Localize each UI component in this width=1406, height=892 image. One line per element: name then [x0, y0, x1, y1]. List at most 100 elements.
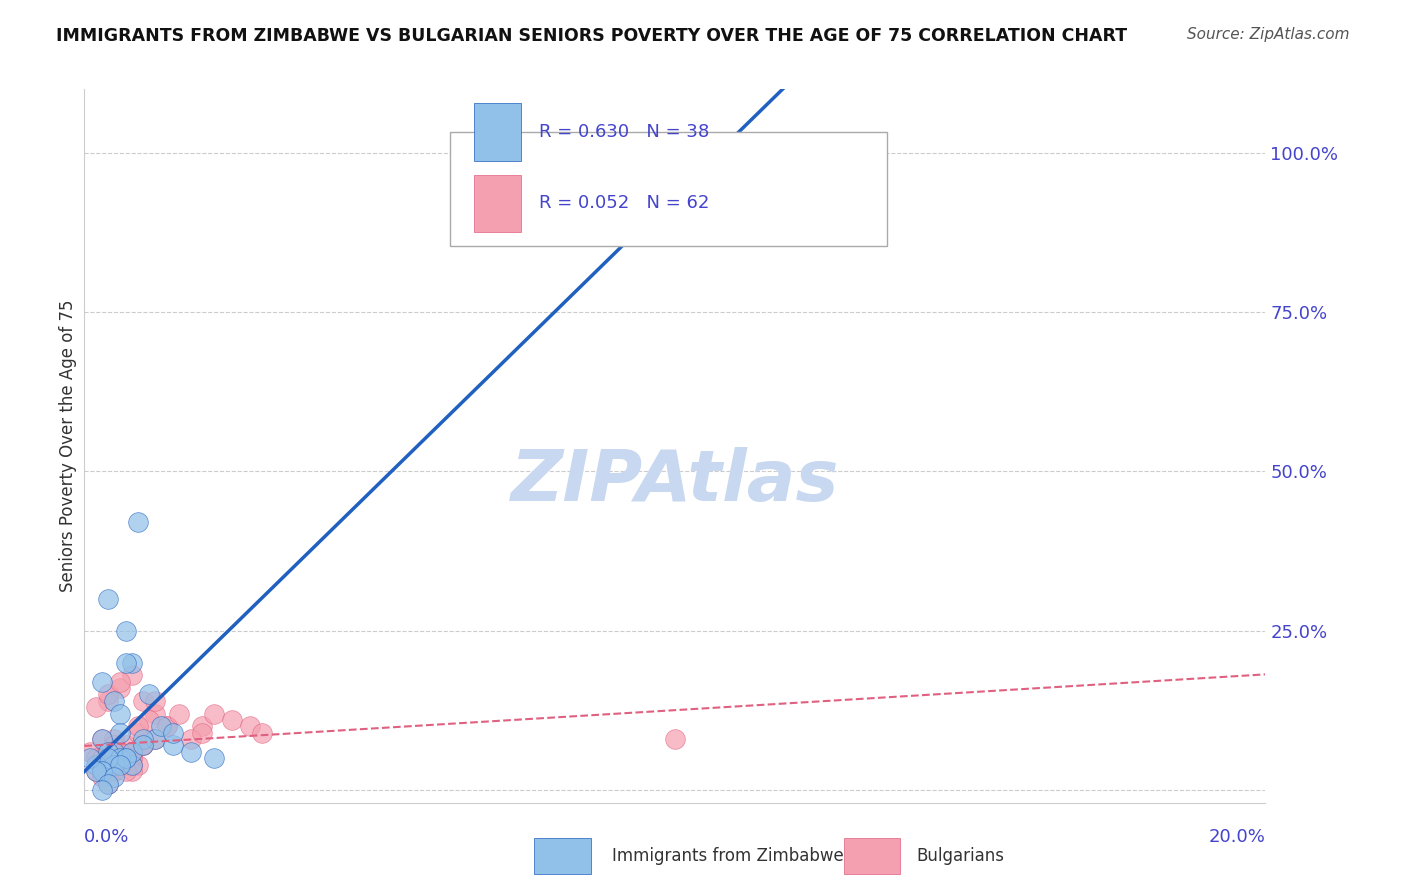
Point: [202, 751, 225, 765]
Point: [84, 700, 107, 714]
Point: [132, 739, 155, 753]
Point: [156, 719, 179, 733]
Point: [127, 719, 149, 733]
Point: [103, 770, 125, 784]
Point: [91, 764, 114, 778]
Text: Bulgarians: Bulgarians: [917, 847, 1005, 865]
Point: [91, 770, 114, 784]
Point: [103, 764, 125, 778]
Point: [162, 739, 184, 753]
Point: [138, 688, 160, 702]
Point: [121, 656, 143, 670]
Point: [91, 751, 114, 765]
Point: [103, 745, 125, 759]
Point: [97, 777, 120, 791]
Point: [97, 591, 120, 606]
Point: [114, 739, 136, 753]
Point: [121, 745, 143, 759]
Point: [191, 725, 214, 739]
Point: [108, 745, 131, 759]
Point: [108, 674, 131, 689]
Point: [108, 751, 131, 765]
Point: [138, 713, 160, 727]
Point: [91, 757, 114, 772]
Text: 20.0%: 20.0%: [1209, 828, 1265, 846]
Point: [121, 668, 143, 682]
Point: [97, 688, 120, 702]
Text: IMMIGRANTS FROM ZIMBABWE VS BULGARIAN SENIORS POVERTY OVER THE AGE OF 75 CORRELA: IMMIGRANTS FROM ZIMBABWE VS BULGARIAN SE…: [56, 27, 1128, 45]
Point: [108, 751, 131, 765]
Point: [132, 732, 155, 747]
Point: [114, 751, 136, 765]
Point: [103, 764, 125, 778]
Point: [114, 757, 136, 772]
Point: [84, 757, 107, 772]
Point: [91, 757, 114, 772]
Point: [143, 694, 166, 708]
Point: [114, 656, 136, 670]
Text: 0.0%: 0.0%: [84, 828, 129, 846]
Point: [103, 757, 125, 772]
Point: [97, 745, 120, 759]
FancyBboxPatch shape: [474, 175, 522, 232]
Point: [103, 732, 125, 747]
Point: [108, 706, 131, 721]
Point: [132, 694, 155, 708]
Point: [91, 732, 114, 747]
Point: [114, 624, 136, 638]
Point: [103, 751, 125, 765]
Point: [127, 516, 149, 530]
Point: [97, 694, 120, 708]
Point: [180, 745, 202, 759]
Point: [239, 719, 262, 733]
Text: R = 0.630   N = 38: R = 0.630 N = 38: [538, 123, 709, 141]
Point: [664, 732, 686, 747]
Point: [91, 732, 114, 747]
Point: [250, 725, 273, 739]
Point: [84, 751, 107, 765]
Point: [121, 757, 143, 772]
Point: [132, 739, 155, 753]
Point: [202, 706, 225, 721]
Point: [91, 757, 114, 772]
FancyBboxPatch shape: [474, 103, 522, 161]
Point: [121, 745, 143, 759]
Point: [84, 764, 107, 778]
Point: [84, 764, 107, 778]
Point: [108, 757, 131, 772]
Point: [162, 725, 184, 739]
Point: [143, 732, 166, 747]
Point: [97, 764, 120, 778]
Point: [79, 751, 101, 765]
Point: [108, 681, 131, 695]
Point: [114, 751, 136, 765]
Point: [156, 719, 179, 733]
Point: [143, 732, 166, 747]
Point: [114, 764, 136, 778]
Point: [97, 777, 120, 791]
Point: [143, 706, 166, 721]
Point: [97, 745, 120, 759]
Point: [114, 751, 136, 765]
Text: R = 0.052   N = 62: R = 0.052 N = 62: [538, 194, 710, 212]
Point: [108, 745, 131, 759]
Point: [664, 145, 686, 160]
Point: [127, 757, 149, 772]
Point: [150, 719, 173, 733]
Text: Source: ZipAtlas.com: Source: ZipAtlas.com: [1187, 27, 1350, 42]
Point: [103, 739, 125, 753]
Point: [114, 751, 136, 765]
Point: [103, 745, 125, 759]
Point: [191, 719, 214, 733]
Point: [108, 757, 131, 772]
Point: [103, 745, 125, 759]
Point: [180, 732, 202, 747]
Point: [221, 713, 243, 727]
Point: [108, 757, 131, 772]
Point: [103, 694, 125, 708]
Point: [91, 764, 114, 778]
FancyBboxPatch shape: [450, 132, 887, 246]
Point: [91, 783, 114, 797]
Point: [108, 725, 131, 739]
Text: Immigrants from Zimbabwe: Immigrants from Zimbabwe: [612, 847, 844, 865]
